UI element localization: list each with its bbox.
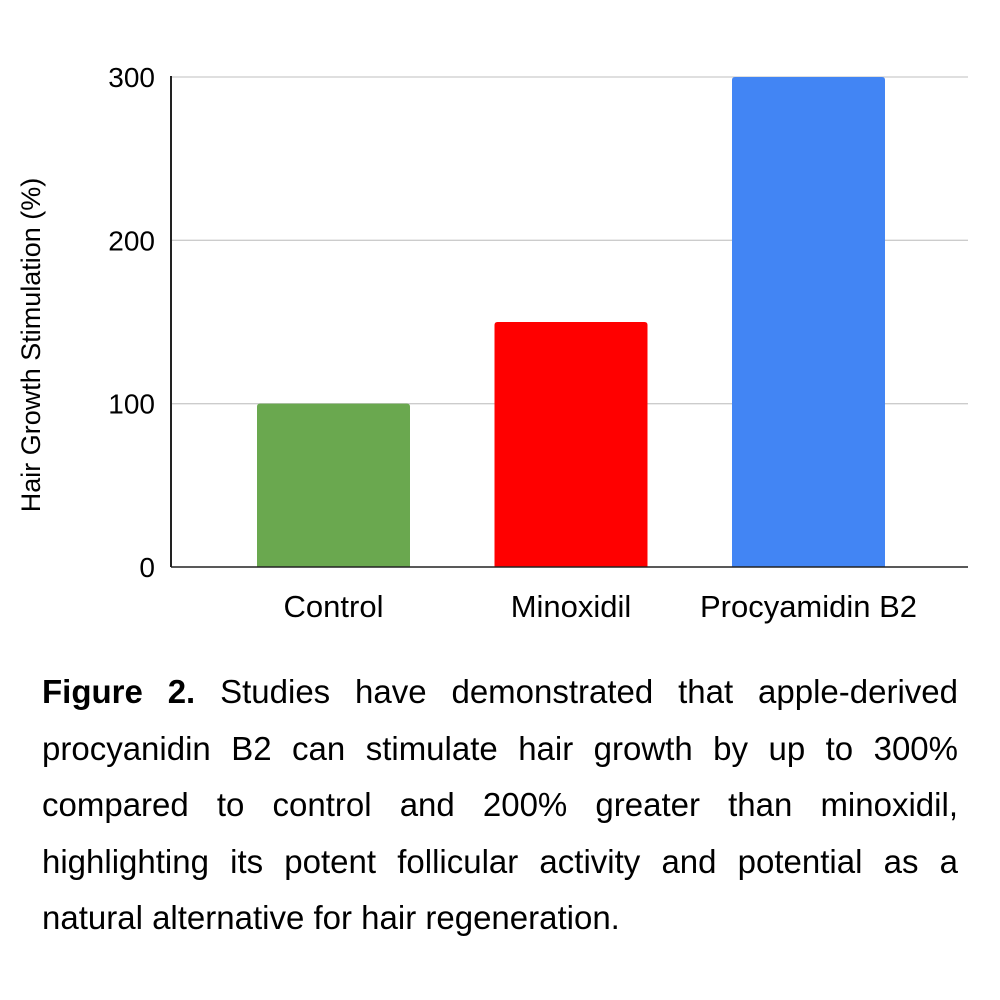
y-axis-label: Hair Growth Stimulation (%) bbox=[16, 178, 46, 513]
caption-label: Figure 2. bbox=[42, 673, 196, 710]
x-tick-label: Procyamidin B2 bbox=[700, 589, 917, 624]
bar-chart: 0 100 200 300 Control Minoxidil Procyamidin B2… bbox=[16, 62, 968, 624]
x-tick-label: Minoxidil bbox=[511, 589, 632, 624]
y-tick-label: 300 bbox=[108, 62, 155, 93]
x-tick-label: Control bbox=[284, 589, 384, 624]
caption-text: Studies have demonstrated that apple-der… bbox=[42, 673, 958, 936]
y-tick-label: 100 bbox=[108, 389, 155, 420]
bar-minoxidil bbox=[494, 322, 648, 567]
y-tick-label: 200 bbox=[108, 225, 155, 256]
y-tick-label: 0 bbox=[139, 552, 155, 583]
bar-procyamidin-b2 bbox=[732, 77, 885, 567]
figure-caption: Figure 2. Studies have demonstrated that… bbox=[42, 664, 958, 947]
bar-control bbox=[257, 403, 410, 567]
